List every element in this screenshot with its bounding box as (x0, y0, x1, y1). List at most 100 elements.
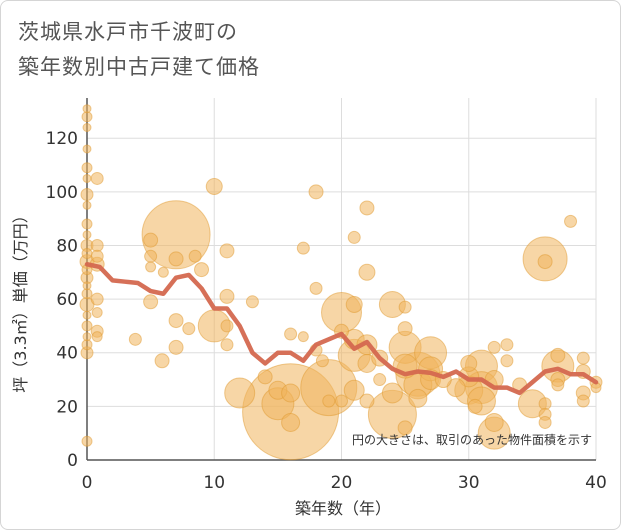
bubble-point (564, 214, 578, 228)
bubble-point (397, 321, 413, 337)
average-line (84, 262, 599, 396)
bubble-point (90, 292, 104, 306)
bubble-point (343, 379, 365, 401)
bubble-point (398, 300, 412, 314)
bubble-point (487, 340, 501, 354)
bubble-point (143, 294, 159, 310)
bubble-point (81, 320, 93, 332)
x-axis-label: 築年数（年） (295, 499, 391, 518)
bubble-point (257, 369, 273, 385)
tick-labels: 0 10 20 30 40 0 20 40 60 80 100 120 (46, 129, 607, 493)
bubble-point (224, 377, 256, 409)
bubble-point (538, 415, 552, 429)
bubble-point (82, 144, 92, 154)
bubble-point (91, 307, 103, 319)
bubble-point (81, 248, 93, 260)
bubble-point (500, 338, 514, 352)
x-tick-label: 20 (331, 473, 353, 493)
bubble-point (500, 354, 514, 368)
x-tick-label: 10 (203, 473, 225, 493)
bubble-point (188, 249, 202, 263)
bubble-series (79, 104, 603, 461)
x-tick-label: 40 (585, 473, 607, 493)
bubble-point (335, 394, 348, 408)
bubble-point (81, 218, 93, 230)
y-tick-label: 20 (56, 397, 78, 417)
bubble-point (373, 373, 387, 387)
x-tick-label: 0 (82, 473, 93, 493)
bubble-point (82, 104, 92, 114)
bubble-point (168, 313, 184, 329)
bubble-point (281, 383, 301, 403)
bubble-point (397, 420, 413, 436)
bubble-point (90, 171, 104, 185)
bubble-point (81, 111, 93, 123)
bubble-point (297, 331, 309, 343)
bubble-point (358, 263, 376, 281)
y-tick-label: 100 (46, 183, 78, 203)
bubble-point (81, 435, 93, 447)
bubble-point (309, 281, 323, 295)
bubble-point (576, 394, 590, 408)
average-price-line (84, 262, 599, 396)
y-tick-label: 120 (46, 129, 78, 149)
bubble-point (82, 200, 92, 210)
bubble-point (205, 177, 223, 195)
bubble-point (359, 393, 375, 409)
bubble-point (550, 347, 566, 363)
y-tick-label: 80 (56, 236, 78, 256)
bubble-point (182, 322, 196, 336)
bubble-point (359, 200, 375, 216)
bubble-point (576, 351, 590, 365)
bubble-point (90, 238, 104, 252)
bubble-point (245, 295, 259, 309)
y-tick-label: 40 (56, 344, 78, 364)
bubble-point (551, 378, 565, 392)
y-axis-label: 坪（3.3㎡）単価（万円） (11, 207, 30, 392)
bubble-point (219, 288, 235, 304)
x-tick-label: 30 (458, 473, 480, 493)
bubble-point (537, 254, 553, 270)
bubble-point (82, 332, 92, 342)
bubble-point (157, 266, 169, 278)
bubble-point (91, 331, 103, 343)
bubble-point (296, 241, 310, 255)
bubble-point (128, 332, 142, 346)
bubble-point (308, 184, 324, 200)
bubble-point (82, 310, 92, 320)
bubble-point (220, 338, 234, 352)
bubble-point (154, 353, 170, 369)
bubble-point (81, 162, 93, 174)
bubble-point (322, 394, 336, 408)
chart-title-line1: 茨城県水戸市千波町の (18, 20, 238, 44)
bubble-point (408, 388, 428, 408)
chart-title-line2: 築年数別中古戸建て価格 (18, 55, 260, 79)
bubble-point (168, 251, 184, 267)
bubble-point (467, 398, 483, 414)
bubble-point (284, 327, 298, 341)
bubble-point (80, 188, 94, 202)
size-note: 円の大きさは、取引のあった物件面積を示す (352, 432, 592, 447)
bubble-point (82, 122, 92, 132)
bubble-point (145, 261, 157, 273)
chart-title: 茨城県水戸市千波町の 築年数別中古戸建て価格 (18, 15, 260, 85)
bubble-point (82, 173, 92, 183)
bubble-point (460, 354, 478, 372)
y-tick-label: 60 (56, 290, 78, 310)
y-tick-label: 0 (67, 451, 78, 471)
bubble-point (315, 354, 329, 368)
bubble-point (220, 319, 234, 333)
bubble-point (144, 249, 158, 263)
bubble-point (81, 288, 93, 300)
bubble-point (168, 339, 184, 355)
bubble-point (538, 397, 552, 411)
bubble-point (381, 382, 403, 404)
bubble-point (347, 230, 361, 244)
bubble-point (194, 262, 210, 278)
bubble-point (219, 243, 235, 259)
bubble-point (345, 295, 363, 313)
bubble-point (82, 281, 92, 291)
bubble-point (90, 249, 104, 263)
bubble-point (484, 412, 504, 432)
